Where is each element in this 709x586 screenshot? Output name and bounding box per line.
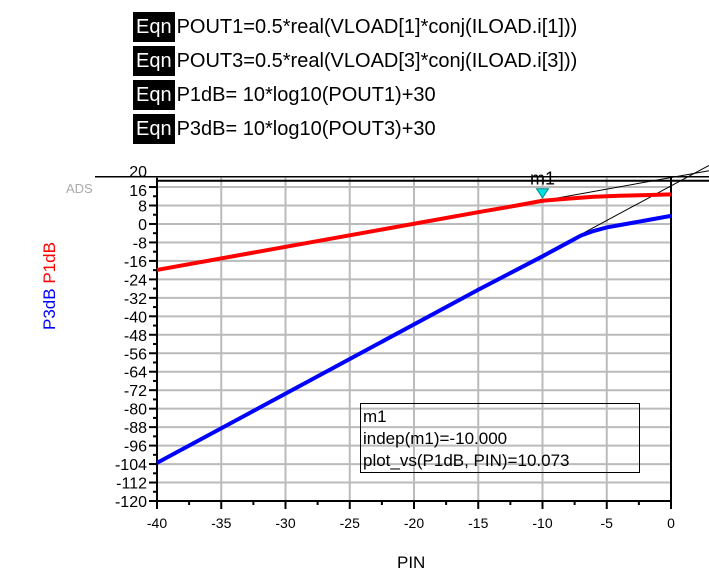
- y-tick-label: -8: [133, 235, 147, 252]
- marker-readout-name: m1: [363, 407, 387, 426]
- ads-watermark: ADS: [66, 181, 93, 196]
- eqn-tag: Eqn: [133, 46, 175, 76]
- eqn-tag: Eqn: [133, 114, 175, 144]
- marker-readout-value: plot_vs(P1dB, PIN)=10.073: [363, 451, 570, 470]
- eqn-tag: Eqn: [133, 12, 175, 42]
- y-tick-label: 0: [138, 217, 147, 234]
- y-tick-label: 20: [129, 164, 147, 181]
- y-label-p1db: P1dB: [40, 242, 59, 284]
- x-tick-label: -5: [601, 515, 614, 531]
- y-tick-label: -40: [124, 309, 147, 326]
- x-tick-label: 0: [667, 515, 675, 531]
- y-tick-label: -120: [115, 494, 147, 511]
- y-tick-label: -104: [115, 457, 147, 474]
- y-tick-label: -16: [124, 254, 147, 271]
- marker-triangle-icon: [535, 188, 550, 199]
- y-tick-label: -80: [124, 402, 147, 419]
- y-tick-label: 16: [129, 183, 147, 200]
- y-tick-label: -72: [124, 383, 147, 400]
- series-p1db: [156, 192, 672, 272]
- y-tick-label: -56: [124, 346, 147, 363]
- y-tick-label: -32: [124, 291, 147, 308]
- x-tick-label: -15: [468, 515, 488, 531]
- equation[interactable]: Eqn POUT3=0.5*real(VLOAD[3]*conj(ILOAD.i[…: [133, 46, 577, 76]
- eqn-text: P1dB= 10*log10(POUT1)+30: [176, 83, 436, 106]
- y-label-p3db: P3dB: [40, 288, 59, 330]
- y-tick-label: -112: [116, 476, 147, 493]
- eqn-tag: Eqn: [133, 80, 175, 110]
- y-tick-label: -96: [124, 439, 147, 456]
- equation[interactable]: Eqn POUT1=0.5*real(VLOAD[1]*conj(ILOAD.i[…: [133, 12, 577, 42]
- y-tick-label: -24: [124, 272, 147, 289]
- x-tick-label: -35: [211, 515, 231, 531]
- marker-label: m1: [530, 169, 555, 189]
- y-tick-label: 8: [138, 199, 147, 216]
- x-axis-label: PIN: [397, 553, 426, 572]
- eqn-text: P3dB= 10*log10(POUT3)+30: [176, 117, 436, 140]
- y-tick-label: -88: [124, 420, 147, 437]
- eqn-text: POUT1=0.5*real(VLOAD[1]*conj(ILOAD.i[1])…: [176, 15, 578, 38]
- x-tick-label: -20: [404, 515, 424, 531]
- x-tick-label: -30: [275, 515, 295, 531]
- x-tick-label: -25: [340, 515, 360, 531]
- y-tick-label: -64: [124, 365, 147, 382]
- y-tick-label: -48: [124, 328, 147, 345]
- x-tick-label: -10: [532, 515, 552, 531]
- y-axis-label: P3dB P1dB: [40, 242, 60, 330]
- equation[interactable]: Eqn P3dB= 10*log10(POUT3)+30: [133, 114, 436, 144]
- equation[interactable]: Eqn P1dB= 10*log10(POUT1)+30: [133, 80, 436, 110]
- eqn-text: POUT3=0.5*real(VLOAD[3]*conj(ILOAD.i[3])…: [176, 49, 578, 72]
- x-tick-label: -40: [147, 515, 167, 531]
- marker-readout[interactable]: m1 indep(m1)=-10.000 plot_vs(P1dB, PIN)=…: [360, 403, 640, 473]
- series-p3db: [156, 213, 672, 465]
- marker-readout-indep: indep(m1)=-10.000: [363, 429, 508, 448]
